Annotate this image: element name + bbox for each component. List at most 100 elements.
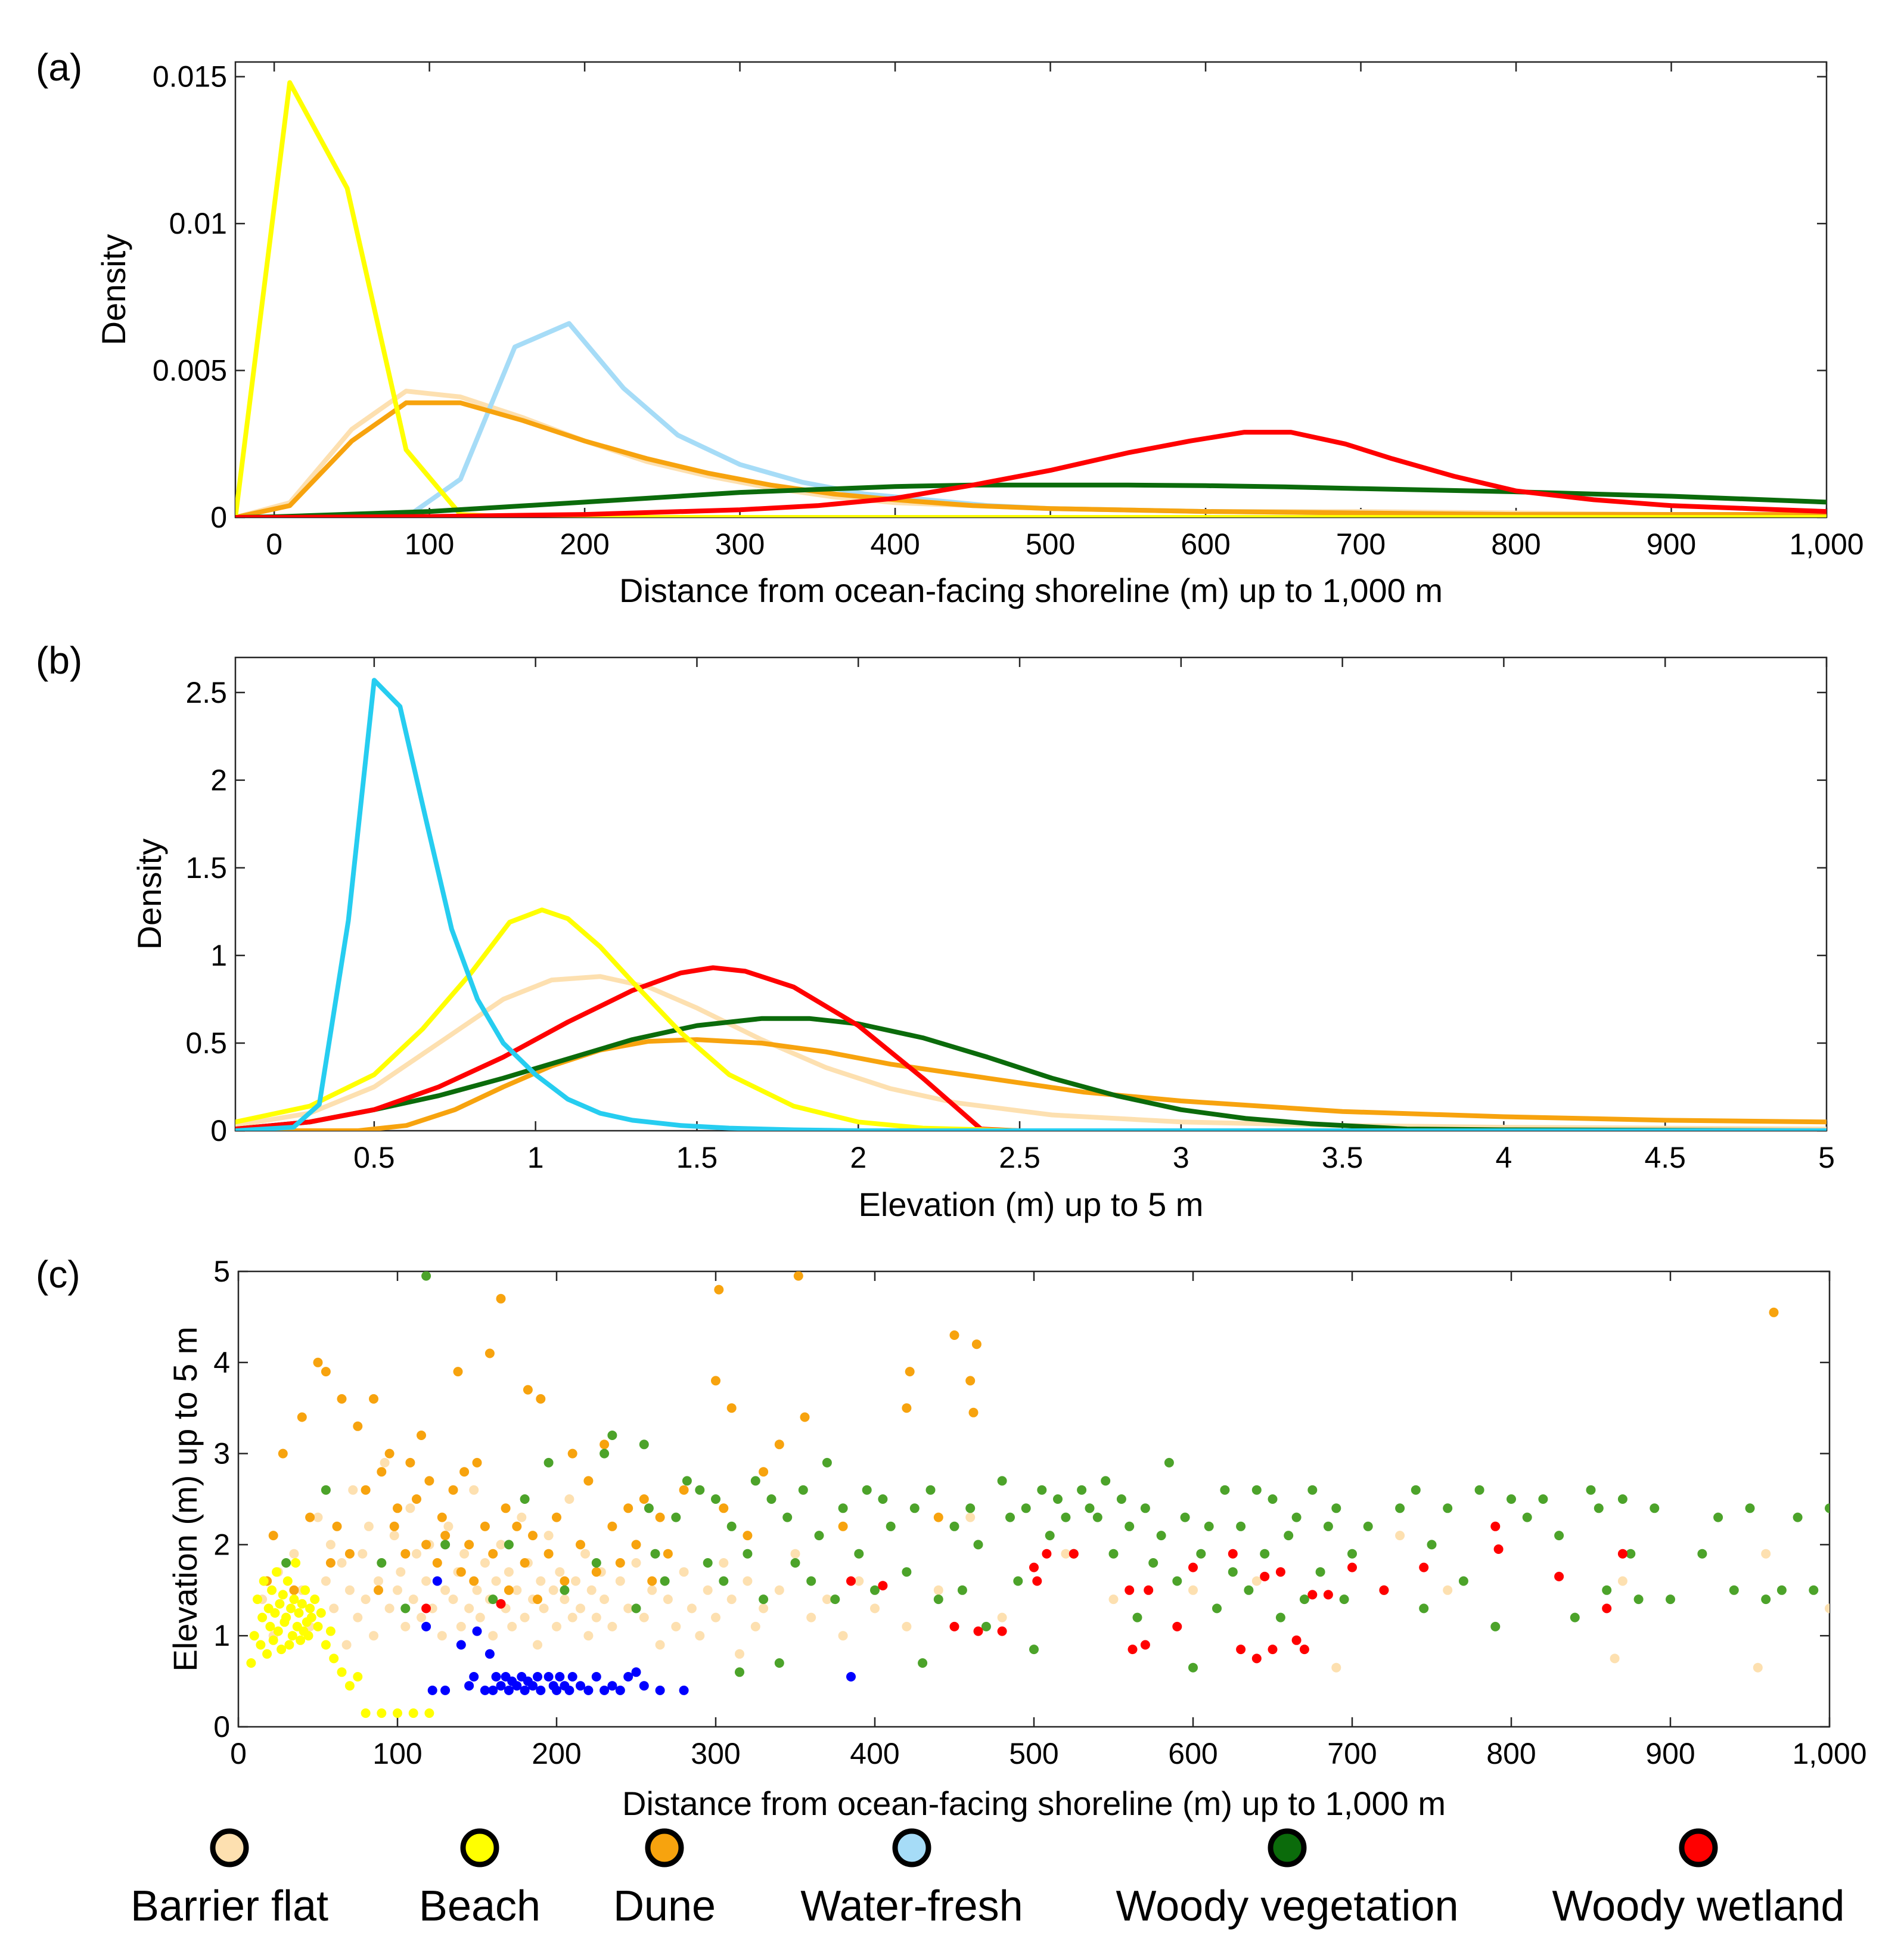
point-woody-wetland	[1307, 1590, 1318, 1600]
point-barrier-flat	[480, 1558, 490, 1568]
point-dune	[393, 1503, 402, 1513]
point-woody-vegetation	[1244, 1585, 1254, 1595]
y-tick-label: 0	[210, 501, 227, 534]
point-water-fresh	[655, 1685, 665, 1695]
legend-item-woody-vegetation: Woody vegetation	[1116, 1828, 1459, 1930]
x-tick-label: 600	[1181, 528, 1230, 561]
point-dune	[711, 1376, 720, 1386]
point-barrier-flat	[472, 1585, 482, 1595]
point-woody-vegetation	[1490, 1621, 1501, 1631]
y-tick-label: 0.01	[169, 207, 227, 240]
point-barrier-flat	[437, 1631, 447, 1641]
point-barrier-flat	[321, 1576, 331, 1586]
point-beach	[325, 1626, 336, 1636]
point-woody-vegetation	[504, 1540, 514, 1550]
point-barrier-flat	[1610, 1653, 1620, 1664]
point-dune	[793, 1271, 803, 1281]
point-woody-vegetation	[918, 1658, 928, 1668]
point-barrier-flat	[459, 1549, 470, 1559]
legend-marker	[460, 1828, 499, 1867]
x-tick-label: 800	[1486, 1737, 1536, 1770]
point-barrier-flat	[533, 1640, 542, 1650]
legend-marker	[1679, 1828, 1718, 1867]
point-woody-vegetation	[650, 1549, 660, 1559]
point-dune	[437, 1512, 447, 1522]
plot-frame	[237, 1270, 1831, 1728]
point-dune	[615, 1558, 625, 1568]
point-dune	[496, 1293, 506, 1304]
point-barrier-flat	[564, 1494, 574, 1504]
point-barrier-flat	[396, 1567, 406, 1577]
point-woody-vegetation	[1745, 1503, 1755, 1513]
point-woody-vegetation	[1029, 1645, 1039, 1655]
point-barrier-flat	[344, 1585, 355, 1595]
point-dune	[459, 1467, 470, 1477]
point-barrier-flat	[965, 1512, 976, 1522]
point-water-fresh	[456, 1640, 466, 1650]
point-beach	[353, 1672, 363, 1681]
point-barrier-flat	[838, 1631, 848, 1641]
x-axis-label: Elevation (m) up to 5 m	[859, 1186, 1204, 1223]
point-beach	[316, 1608, 326, 1618]
point-woody-wetland	[1069, 1549, 1079, 1559]
series-points-woody-vegetation	[281, 1271, 1830, 1677]
x-tick-label: 2	[850, 1141, 866, 1174]
point-woody-vegetation	[1626, 1549, 1636, 1559]
point-woody-vegetation	[1347, 1549, 1357, 1559]
point-dune	[332, 1521, 342, 1531]
point-dune	[536, 1394, 546, 1404]
point-dune	[464, 1540, 474, 1550]
series-line-beach	[235, 80, 1827, 517]
plot-area	[235, 80, 1827, 517]
point-barrier-flat	[491, 1576, 501, 1586]
point-beach	[344, 1681, 355, 1691]
y-tick-label: 0	[210, 1114, 227, 1147]
point-woody-wetland	[1275, 1567, 1285, 1577]
point-woody-vegetation	[1617, 1494, 1627, 1504]
point-woody-vegetation	[1061, 1512, 1071, 1522]
point-woody-vegetation	[838, 1503, 848, 1513]
point-barrier-flat	[393, 1585, 402, 1595]
point-dune	[552, 1512, 561, 1522]
point-dune	[965, 1376, 976, 1386]
point-barrier-flat	[504, 1567, 514, 1577]
point-woody-vegetation	[520, 1494, 530, 1504]
point-woody-vegetation	[965, 1503, 976, 1513]
point-barrier-flat	[679, 1567, 689, 1577]
point-barrier-flat	[353, 1612, 363, 1622]
point-dune	[679, 1485, 689, 1495]
point-dune	[719, 1503, 729, 1513]
point-dune	[412, 1494, 421, 1504]
point-dune	[743, 1531, 753, 1541]
point-beach	[256, 1640, 266, 1650]
point-dune	[591, 1567, 601, 1577]
plot-area	[235, 678, 1827, 1131]
point-woody-vegetation	[631, 1603, 641, 1614]
point-woody-vegetation	[1228, 1567, 1238, 1577]
panel-label: (b)	[36, 639, 82, 682]
point-woody-vegetation	[1101, 1476, 1111, 1486]
point-water-fresh	[607, 1681, 617, 1691]
point-dune	[600, 1439, 610, 1450]
point-barrier-flat	[1061, 1549, 1071, 1559]
point-dune	[631, 1540, 641, 1550]
point-water-fresh	[615, 1685, 625, 1695]
x-tick-label: 1	[527, 1141, 544, 1174]
legend-label: Woody vegetation	[1116, 1882, 1458, 1930]
point-barrier-flat	[364, 1521, 374, 1531]
point-woody-vegetation	[639, 1439, 649, 1450]
point-beach	[297, 1599, 307, 1609]
point-dune	[607, 1521, 617, 1531]
panel-label: (c)	[36, 1253, 80, 1296]
point-woody-vegetation	[1825, 1503, 1830, 1513]
point-dune	[384, 1448, 395, 1459]
point-beach	[337, 1667, 347, 1677]
point-woody-wetland	[1140, 1640, 1150, 1650]
point-woody-vegetation	[1204, 1521, 1214, 1531]
point-woody-vegetation	[1443, 1503, 1453, 1513]
panel-c: 0 100 200 300 400 500 600 700 800 900 1,000 0 1 2 3 4 5 D…	[36, 1253, 1867, 1822]
point-woody-vegetation	[560, 1585, 570, 1595]
point-dune	[560, 1576, 570, 1586]
point-barrier-flat	[687, 1603, 697, 1614]
